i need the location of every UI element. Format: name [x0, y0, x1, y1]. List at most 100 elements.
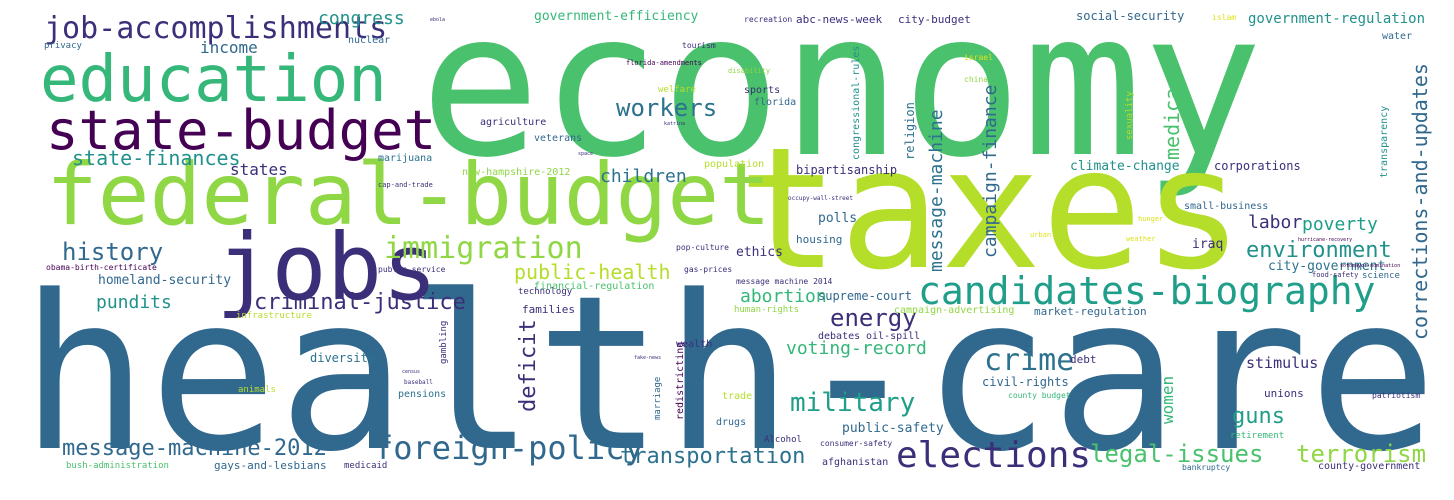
- word-consumer-safety: consumer-safety: [820, 439, 893, 448]
- word-congress: congress: [318, 8, 405, 29]
- word-campaign-finance: campaign-finance: [980, 84, 1001, 258]
- word-criminal-justice: criminal-justice: [254, 290, 466, 315]
- word-obama-birth-certificate: obama-birth-certificate: [46, 263, 157, 272]
- word-polls: polls: [818, 211, 858, 226]
- word-diversity: diversity: [310, 351, 376, 365]
- word-infrastructure: infrastructure: [236, 311, 312, 321]
- word-veterans: veterans: [534, 133, 583, 144]
- word-space: space: [578, 151, 594, 157]
- word-housing: housing: [796, 233, 843, 246]
- word-corporations: corporations: [1214, 159, 1301, 173]
- word-deficit: deficit: [516, 319, 541, 412]
- word-public-health: public-health: [514, 260, 671, 284]
- word-china: china: [964, 75, 989, 84]
- word-gas-prices: gas-prices: [684, 265, 733, 274]
- word-state-finances: state-finances: [72, 146, 241, 170]
- word-congressional-rules: congressional-rules: [851, 45, 862, 160]
- word-message-machine: message-machine: [926, 109, 947, 272]
- word-gambling: gambling: [439, 320, 449, 364]
- word-deficit-label: women: [1158, 375, 1177, 424]
- word-alcohol: Alcohol: [764, 435, 802, 445]
- word-debates: debates: [818, 331, 861, 342]
- word-hurricane: hurricane-recovery: [1298, 237, 1353, 243]
- word-education: education: [40, 43, 387, 117]
- word-privacy: privacy: [44, 41, 82, 51]
- word-bipartisanship: bipartisanship: [796, 163, 898, 177]
- word-trade: trade: [722, 391, 753, 402]
- word-county-government: county-government: [1318, 461, 1421, 472]
- word-economy: economy: [420, 0, 1263, 202]
- word-families: families: [522, 303, 575, 316]
- word-elections: elections: [896, 435, 1092, 476]
- word-children: children: [600, 166, 687, 187]
- word-pensions: pensions: [398, 389, 447, 400]
- word-health-care: health-care: [20, 250, 1438, 499]
- word-crime: crime: [984, 343, 1075, 378]
- word-public-service: public-service: [378, 265, 446, 274]
- word-message-machine-2014: message machine 2014: [736, 277, 833, 286]
- word-sports: sports: [744, 85, 781, 96]
- word-workers: workers: [616, 94, 718, 122]
- word-religion: religion: [903, 102, 917, 160]
- word-human-rights: human-rights: [734, 305, 800, 315]
- word-recreation: recreation: [744, 15, 793, 24]
- word-occupy-wall-street: occupy-wall-street: [788, 195, 854, 202]
- word-campaign-advertising: campaign-advertising: [894, 305, 1015, 316]
- word-sexuality: sexuality: [1125, 91, 1135, 140]
- word-terrorism: terrorism: [1296, 440, 1427, 468]
- word-poverty: poverty: [1302, 214, 1378, 235]
- word-cap-and-trade: cap-and-trade: [378, 181, 433, 189]
- word-nuclear: nuclear: [348, 35, 391, 46]
- word-science: science: [1362, 271, 1400, 281]
- word-transparency: transparency: [1379, 105, 1390, 178]
- word-job-accomplishments: job-accomplishments: [44, 11, 388, 46]
- word-city-budget: city-budget: [898, 13, 971, 26]
- word-water: water: [1382, 31, 1413, 42]
- word-history: history: [62, 238, 164, 266]
- word-medicaid: medicaid: [344, 461, 388, 471]
- word-debt: debt: [1070, 353, 1097, 366]
- word-city-government: city-government: [1268, 259, 1386, 274]
- word-civil-rights: civil-rights: [982, 375, 1069, 389]
- word-medicare: medicare: [1160, 63, 1184, 160]
- word-census: census: [402, 369, 421, 375]
- word-financial-regulation: financial-regulation: [534, 281, 655, 292]
- word-climate-change: climate-change: [1070, 159, 1180, 174]
- word-florida-amendments: florida-amendments: [626, 59, 702, 67]
- word-new-hampshire-2012: new-hampshire-2012: [462, 167, 571, 178]
- word-afghanistan: afghanistan: [822, 457, 889, 468]
- word-corrections-and-updates: corrections-and-updates: [1408, 63, 1432, 340]
- word-jobs: jobs: [216, 214, 438, 321]
- word-transportation: transportation: [620, 444, 806, 469]
- word-retirement: retirement: [1230, 431, 1285, 441]
- word-supreme-court: supreme-court: [818, 289, 912, 303]
- word-military: military: [790, 388, 916, 418]
- word-candidates-biography: candidates-biography: [918, 269, 1376, 313]
- word-taxes: taxes: [738, 111, 1244, 307]
- word-income: income: [200, 38, 258, 57]
- word-federal-budget: federal-budget: [46, 145, 771, 245]
- word-technology: technology: [518, 287, 573, 297]
- word-message-machine-2012: message-machine-2012: [62, 436, 327, 461]
- word-islam: islam: [1212, 13, 1237, 22]
- word-urban: urban: [1030, 231, 1052, 239]
- word-government-efficiency: government-efficiency: [534, 9, 699, 24]
- word-sotomayor: sotomayor-nomination: [1340, 263, 1401, 269]
- word-redistricting: redistricting: [675, 341, 686, 420]
- word-animals: animals: [238, 385, 276, 395]
- word-stimulus: stimulus: [1246, 354, 1319, 372]
- word-abc-news-week: abc-news-week: [796, 13, 883, 26]
- word-voting-record: voting-record: [786, 338, 927, 359]
- word-weather: weather: [1126, 235, 1156, 243]
- word-energy: energy: [830, 304, 917, 332]
- word-tourism: tourism: [682, 41, 716, 50]
- word-states: states: [230, 160, 288, 179]
- word-ethics: ethics: [736, 245, 783, 260]
- word-foreign-policy: foreign-policy: [374, 429, 644, 467]
- word-israel: israel: [964, 53, 993, 62]
- word-pop-culture: pop-culture: [676, 243, 729, 252]
- word-hunger: hunger: [1138, 215, 1164, 223]
- word-marijuana: marijuana: [378, 153, 433, 164]
- word-pundits: pundits: [96, 292, 172, 313]
